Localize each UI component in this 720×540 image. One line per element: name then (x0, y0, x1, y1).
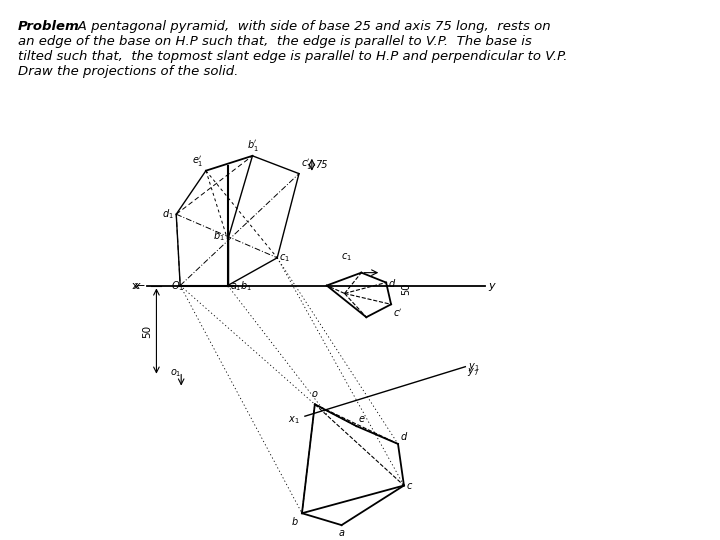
Text: x─: x─ (132, 280, 145, 291)
Text: $c'$: $c'$ (393, 307, 402, 319)
Text: $c_1$: $c_1$ (341, 251, 351, 263)
Text: $b$: $b$ (292, 515, 299, 527)
Text: $x_1$: $x_1$ (288, 414, 300, 426)
Text: 50: 50 (401, 282, 411, 295)
Text: $y_7$: $y_7$ (467, 366, 479, 377)
Text: $d_1$: $d_1$ (163, 207, 174, 221)
Text: $o_1$: $o_1$ (171, 367, 182, 379)
Text: $c$: $c$ (406, 481, 413, 490)
Text: $b_1'$: $b_1'$ (246, 138, 258, 153)
Text: 75: 75 (315, 160, 328, 170)
Text: Problem: Problem (18, 20, 80, 33)
Text: $c_1'$: $c_1'$ (301, 157, 312, 172)
Text: $d$: $d$ (388, 276, 396, 288)
Text: 50: 50 (143, 325, 153, 338)
Text: tilted such that,  the topmost slant edge is parallel to H.P and perpendicular t: tilted such that, the topmost slant edge… (18, 50, 567, 63)
Text: : A pentagonal pyramid,  with side of base 25 and axis 75 long,  rests on: : A pentagonal pyramid, with side of bas… (69, 20, 551, 33)
Text: $a$: $a$ (338, 528, 345, 538)
Text: $d$: $d$ (400, 430, 408, 442)
Text: an edge of the base on H.P such that,  the edge is parallel to V.P.  The base is: an edge of the base on H.P such that, th… (18, 35, 531, 48)
Text: y: y (488, 280, 495, 291)
Text: $a_1b_1$: $a_1b_1$ (230, 280, 252, 293)
Text: $O_1$: $O_1$ (171, 280, 184, 293)
Text: $c_1$: $c_1$ (279, 252, 290, 264)
Text: x: x (133, 280, 140, 291)
Text: $b_1$: $b_1$ (213, 229, 225, 243)
Text: $y_1$: $y_1$ (468, 361, 480, 373)
Text: $e_1'$: $e_1'$ (192, 154, 204, 168)
Text: Draw the projections of the solid.: Draw the projections of the solid. (18, 65, 238, 78)
Text: $e$: $e$ (359, 414, 366, 424)
Text: $o$: $o$ (311, 389, 318, 400)
